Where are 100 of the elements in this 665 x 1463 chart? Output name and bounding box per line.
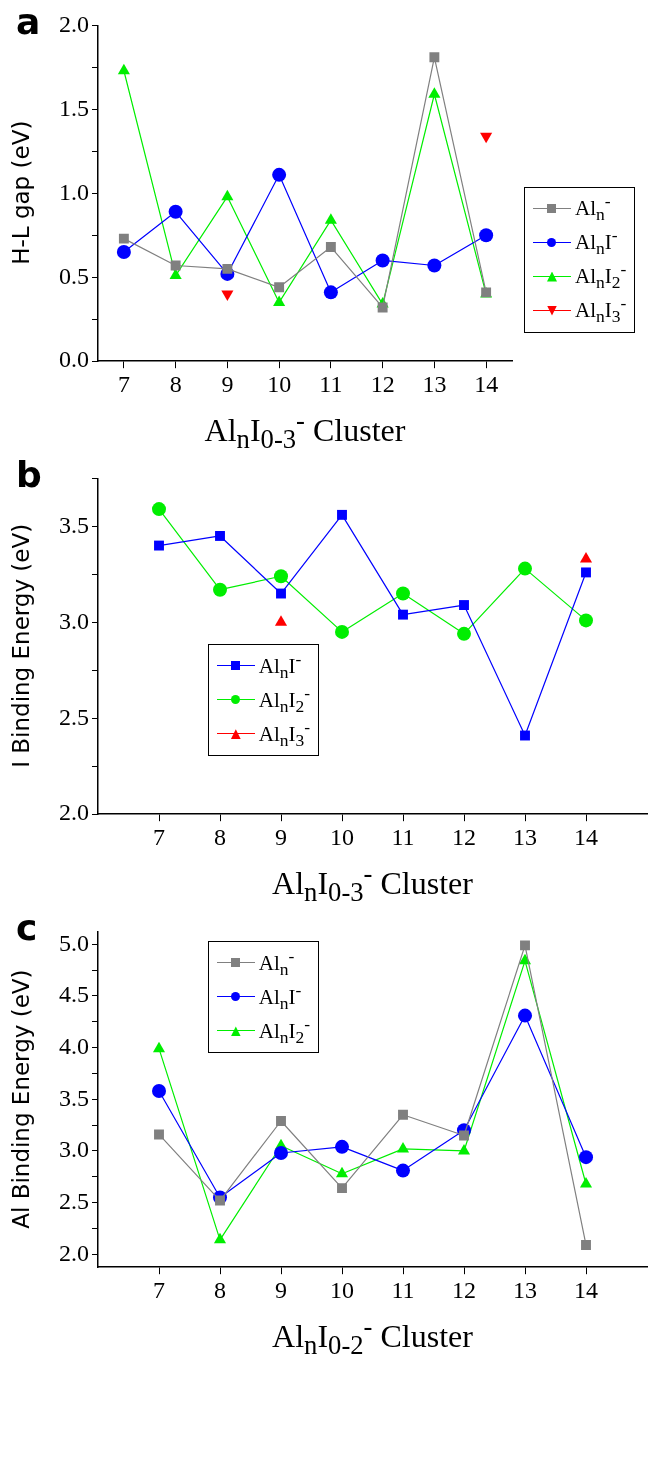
point	[325, 242, 336, 252]
point	[398, 1109, 408, 1120]
point	[337, 1183, 347, 1194]
y-tick-label: 3.0	[59, 1136, 89, 1163]
point	[427, 258, 442, 273]
y-tick-label: 2.5	[59, 703, 89, 730]
point	[152, 1084, 166, 1099]
x-tick-label: 10	[267, 370, 292, 397]
point	[274, 615, 288, 626]
x-tick-label: 7	[153, 1276, 165, 1303]
y-tick-label: 4.5	[59, 981, 89, 1008]
point	[429, 52, 440, 63]
point	[335, 1139, 349, 1154]
y-tick-label: 5.0	[59, 929, 89, 956]
chart-title: c	[16, 907, 38, 948]
point	[396, 1163, 410, 1178]
point	[579, 613, 593, 628]
point	[581, 1240, 591, 1250]
point	[152, 502, 166, 517]
point	[276, 1116, 286, 1126]
point	[274, 569, 288, 584]
x-tick-label: 10	[330, 1276, 354, 1303]
x-tick-label: 9	[275, 823, 287, 850]
legend-label: Al$_{n}$I$^{-}$	[575, 225, 618, 260]
y-tick-label: 3.5	[59, 1084, 89, 1111]
point	[213, 582, 227, 597]
point	[375, 253, 390, 268]
point	[335, 1166, 349, 1178]
x-tick-label: 11	[391, 1276, 415, 1303]
y-axis-title: Al Binding Energy (eV)	[8, 969, 34, 1229]
point	[215, 1195, 225, 1206]
point	[337, 509, 347, 520]
x-tick-label: 7	[153, 823, 165, 850]
point	[154, 540, 164, 551]
legend-label: Al$_{n}$I$^{-}$	[258, 980, 302, 1015]
chart-title: a	[16, 1, 41, 42]
point	[520, 730, 530, 741]
point	[274, 282, 285, 293]
point	[117, 63, 130, 75]
point	[579, 1177, 593, 1188]
x-tick-label: 13	[513, 1276, 537, 1303]
point	[579, 1150, 593, 1165]
x-axis-title: Al$_{n}$I$_{0-3}$$^{-}$ Cluster	[271, 858, 474, 909]
y-axis-title: H-L gap (eV)	[8, 121, 34, 266]
x-tick-label: 11	[391, 823, 415, 850]
x-tick-label: 8	[214, 823, 226, 850]
x-tick-label: 9	[275, 1276, 287, 1303]
y-tick-label: 2.0	[59, 799, 89, 826]
point	[221, 189, 234, 201]
x-tick-label: 14	[574, 1276, 598, 1303]
y-tick-label: 3.5	[59, 511, 89, 538]
point	[377, 302, 388, 313]
x-tick-label: 7	[117, 370, 130, 397]
point	[213, 1232, 227, 1244]
y-tick-label: 0.0	[59, 346, 89, 373]
y-tick-label: 1.0	[59, 178, 89, 205]
y-axis-title: I Binding Energy (eV)	[8, 524, 34, 769]
point	[118, 233, 129, 244]
x-tick-label: 11	[319, 370, 343, 397]
x-tick-label: 12	[370, 370, 395, 397]
point	[324, 213, 337, 224]
point	[170, 260, 181, 271]
point	[276, 588, 286, 599]
point	[396, 1141, 410, 1153]
point	[520, 940, 530, 951]
y-tick-label: 0.5	[59, 262, 89, 289]
x-tick-label: 14	[474, 370, 499, 397]
y-tick-label: 2.5	[59, 1187, 89, 1214]
y-tick-label: 2.0	[59, 1239, 89, 1266]
point	[479, 228, 494, 243]
point	[581, 567, 591, 578]
point	[116, 245, 131, 260]
point	[459, 1130, 469, 1141]
point	[273, 295, 286, 306]
point	[396, 586, 410, 601]
x-tick-label: 9	[221, 370, 234, 397]
y-tick-label: 3.0	[59, 607, 89, 634]
point	[518, 561, 532, 576]
x-axis-title: Al$_{n}$I$_{0-2}$$^{-}$ Cluster	[271, 1311, 474, 1362]
y-tick-label: 2.0	[59, 10, 89, 37]
x-tick-label: 8	[214, 1276, 226, 1303]
point	[274, 1146, 288, 1161]
point	[428, 87, 441, 98]
point	[154, 1129, 164, 1140]
chart-title: b	[16, 454, 42, 495]
x-axis-title: Al$_{n}$I$_{0-3}$$^{-}$ Cluster	[203, 405, 407, 456]
point	[457, 626, 471, 641]
x-tick-label: 12	[452, 1276, 476, 1303]
point	[168, 204, 183, 219]
x-tick-label: 8	[169, 370, 182, 397]
y-tick-label: 1.5	[59, 94, 89, 121]
point	[152, 1041, 166, 1053]
point	[272, 167, 287, 182]
point	[335, 624, 349, 639]
x-tick-label: 12	[452, 823, 476, 850]
point	[222, 263, 233, 274]
point	[323, 285, 338, 300]
x-tick-label: 13	[513, 823, 537, 850]
x-tick-label: 10	[330, 823, 354, 850]
legend-label: Al$_{n}$I$^{-}$	[258, 649, 302, 684]
